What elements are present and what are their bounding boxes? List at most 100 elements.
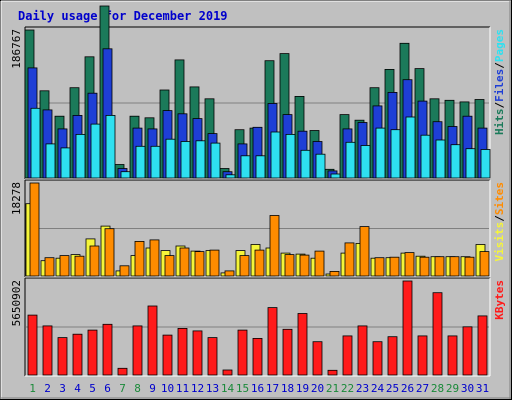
bar-pages-day-6 [105,115,116,179]
bar-kbytes-day-29 [447,335,458,376]
bar-pages-day-18 [285,133,296,179]
x-tick-label-day-18: 18 [281,382,294,395]
bar-kbytes-day-3 [57,337,68,376]
bar-kbytes-day-27 [417,335,428,376]
bar-sites-day-21 [329,270,340,277]
x-tick-label-day-14: 14 [221,382,235,395]
legend: Visits/Sites [493,182,506,262]
bar-sites-day-20 [314,250,325,277]
x-tick-label-day-29: 29 [446,382,459,395]
bar-sites-day-24 [374,257,385,277]
bar-sites-day-25 [389,256,400,277]
x-tick-label-day-7: 7 [119,382,126,395]
bar-kbytes-day-10 [162,334,173,376]
bar-sites-day-1 [29,182,40,277]
bar-sites-day-9 [149,239,160,277]
bar-sites-day-19 [299,254,310,277]
bar-kbytes-day-9 [147,305,158,376]
bar-kbytes-day-30 [462,326,473,376]
bar-pages-day-19 [300,149,311,179]
bar-kbytes-day-20 [312,341,323,376]
bar-pages-day-27 [420,134,431,179]
bar-pages-day-9 [150,145,161,179]
x-tick-label-day-11: 11 [176,382,189,395]
x-tick-label-day-15: 15 [236,382,249,395]
bar-sites-day-29 [449,256,460,277]
bar-kbytes-day-8 [132,325,143,376]
bar-pages-day-5 [90,123,101,179]
bar-pages-day-3 [60,147,71,179]
bar-sites-day-6 [104,228,115,277]
x-tick-label-day-23: 23 [356,382,369,395]
bar-pages-day-12 [195,140,206,179]
x-tick-label-day-1: 1 [29,382,36,395]
bar-pages-day-20 [315,153,326,179]
bar-sites-day-13 [209,249,220,277]
bar-kbytes-day-31 [477,315,488,376]
bar-sites-day-31 [479,251,490,277]
bar-pages-day-16 [255,155,266,179]
x-tick-label-day-8: 8 [134,382,141,395]
x-tick-label-day-30: 30 [461,382,474,395]
bar-sites-day-17 [269,215,280,277]
bar-pages-day-8 [135,145,146,179]
bar-sites-day-16 [254,249,265,277]
bar-sites-day-15 [239,255,250,277]
panels-layer: 186767Hits/Files/Pages18278Visits/Sites5… [10,5,506,377]
bar-pages-day-30 [465,148,476,179]
bar-pages-day-7 [120,171,131,179]
bar-kbytes-day-28 [432,292,443,376]
bar-kbytes-day-26 [402,280,413,376]
bar-sites-day-30 [464,256,475,277]
bar-sites-day-5 [89,245,100,277]
bar-pages-day-31 [480,149,491,179]
x-tick-label-day-24: 24 [371,382,385,395]
bar-pages-day-10 [165,138,176,179]
legend-item: Hits [493,109,506,136]
x-tick-label-day-25: 25 [386,382,399,395]
bar-kbytes-day-15 [237,329,248,376]
bar-pages-day-28 [435,139,446,179]
bar-kbytes-day-11 [177,327,188,376]
y-max-label: 186767 [10,29,23,69]
x-tick-label-day-6: 6 [104,382,111,395]
bar-sites-day-23 [359,226,370,277]
legend-item: / [493,62,506,69]
x-tick-label-day-2: 2 [44,382,51,395]
bar-pages-day-26 [405,116,416,179]
bar-kbytes-day-22 [342,335,353,376]
legend-item: Visits [493,222,506,262]
x-tick-label-day-28: 28 [431,382,444,395]
legend-item: / [493,102,506,109]
bar-kbytes-day-13 [207,337,218,376]
legend-item: Files [493,69,506,102]
bar-kbytes-day-4 [72,333,83,376]
x-tick-label-day-3: 3 [59,382,66,395]
legend: Hits/Files/Pages [493,29,506,135]
x-tick-label-day-19: 19 [296,382,309,395]
bar-kbytes-day-12 [192,330,203,376]
bar-sites-day-12 [194,251,205,277]
bar-kbytes-day-19 [297,313,308,376]
bar-pages-day-4 [75,133,86,179]
bar-sites-day-3 [59,255,70,277]
legend-item: KBytes [493,280,506,320]
bar-sites-day-22 [344,242,355,277]
x-tick-label-day-16: 16 [251,382,264,395]
x-tick-label-day-10: 10 [161,382,174,395]
bar-pages-day-25 [390,129,401,179]
bar-sites-day-14 [224,270,235,277]
bar-sites-day-26 [404,252,415,277]
bar-pages-day-29 [450,144,461,179]
bar-sites-day-8 [134,240,145,277]
bar-kbytes-day-23 [357,325,368,376]
bar-pages-day-1 [30,107,41,179]
x-axis-labels: 1 2 3 4 5 6 7 8 9 10 11 12 13 14 15 16 17 18 19 20 21 22 23 24 2… [29,382,489,395]
bar-pages-day-17 [270,131,281,179]
x-tick-label-day-22: 22 [341,382,354,395]
panel-hits-files-pages: 186767 Hits/Files/Pages [10,5,506,180]
bar-sites-day-27 [419,256,430,277]
x-tick-label-day-17: 17 [266,382,279,395]
x-tick-label-day-27: 27 [416,382,429,395]
